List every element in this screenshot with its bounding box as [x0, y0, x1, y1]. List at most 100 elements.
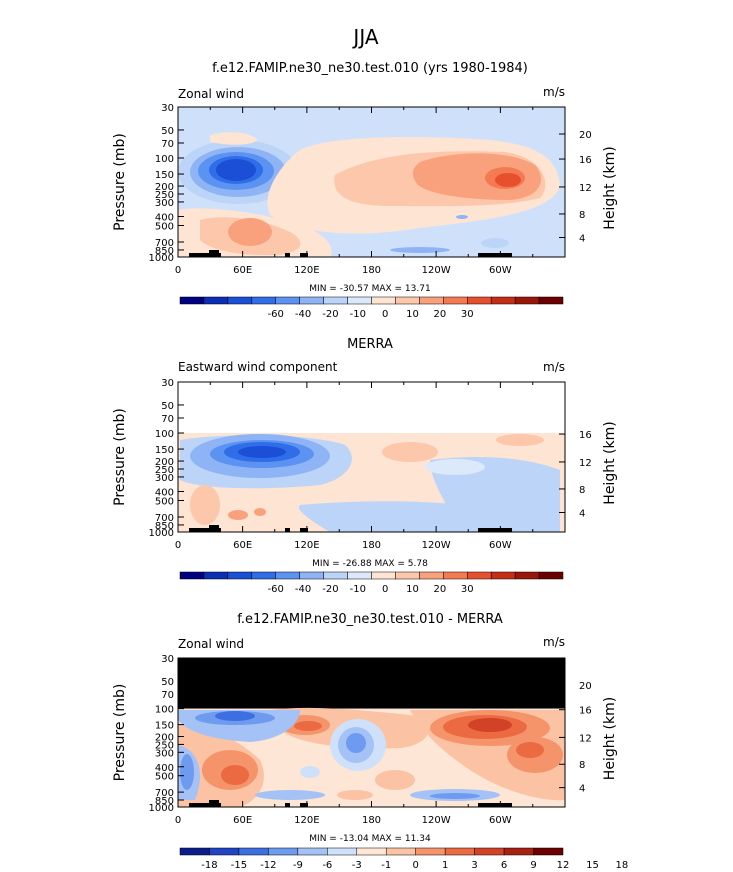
contour-level — [425, 459, 485, 475]
y-axis-title: Pressure (mb) — [112, 408, 128, 506]
masked-region — [178, 658, 565, 709]
colorbar-swatch — [490, 296, 516, 305]
colorbar-label: -60 — [268, 309, 284, 320]
colorbar-label: -40 — [295, 309, 311, 320]
x-tick-label: 120W — [422, 815, 451, 826]
colorbar-swatch — [385, 847, 416, 856]
colorbar-label: 10 — [406, 584, 419, 595]
colorbar-swatch — [419, 296, 444, 305]
colorbar-swatch — [474, 847, 505, 856]
y2-tick-label: 8 — [579, 485, 585, 496]
colorbar: -60 -40 -20 -10 0 10 20 30 — [179, 296, 564, 320]
colorbar-label: -20 — [322, 584, 338, 595]
contour-level — [180, 754, 194, 790]
panel-merra: MERRA Eastward wind component m/s 0 60E 12… — [112, 337, 618, 595]
colorbar-label: 30 — [461, 309, 474, 320]
contour-level — [390, 247, 450, 253]
colorbar-label: 1 — [442, 860, 448, 871]
panel-title: MERRA — [347, 337, 393, 352]
y-tick-label: 500 — [155, 497, 174, 508]
y-tick-label: 100 — [155, 154, 174, 165]
y-tick-label: 300 — [155, 473, 174, 484]
colorbar-label: 0 — [382, 309, 388, 320]
colorbar-swatch — [238, 847, 269, 856]
colorbar-swatch — [356, 847, 387, 856]
y-tick-label: 400 — [155, 488, 174, 499]
colorbar-swatch — [209, 847, 240, 856]
y-axis-title: Pressure (mb) — [112, 133, 128, 231]
y-tick-label: 30 — [161, 378, 174, 389]
colorbar-swatch — [299, 571, 324, 580]
colorbar-label: -6 — [322, 860, 332, 871]
colorbar-swatch — [467, 571, 492, 580]
colorbar-swatch — [443, 571, 468, 580]
topography-mark — [285, 528, 290, 532]
y2-axis-title: Height (km) — [602, 421, 618, 504]
colorbar-label: 30 — [461, 584, 474, 595]
x-tick-label: 0 — [175, 265, 181, 276]
x-tick-label: 60W — [489, 815, 512, 826]
colorbar-swatch — [227, 296, 253, 305]
y-tick-label: 30 — [161, 103, 174, 114]
contour-level — [430, 793, 480, 799]
topography-mark — [189, 803, 210, 807]
x-tick-label: 120W — [422, 540, 451, 551]
y-tick-label: 400 — [155, 763, 174, 774]
panel-difference: f.e12.FAMIP.ne30_ne30.test.010 - MERRA Z… — [112, 612, 628, 871]
contour-level — [456, 215, 468, 219]
colorbar-swatch — [179, 571, 205, 580]
contour-level — [228, 218, 272, 246]
colorbar-swatch — [371, 571, 396, 580]
y2-tick-label: 16 — [579, 155, 592, 166]
x-tick-label: 120E — [294, 815, 319, 826]
contour-level — [516, 742, 544, 758]
contour-level — [382, 442, 438, 462]
colorbar-swatch — [227, 571, 253, 580]
panel-left-label: Zonal wind — [178, 637, 244, 651]
colorbar-swatch — [275, 571, 300, 580]
y-tick-label: 850 — [155, 796, 174, 807]
y-tick-label: 300 — [155, 748, 174, 759]
y2-tick-label: 8 — [579, 210, 585, 221]
colorbar-swatch — [371, 296, 396, 305]
y2-tick-label: 16 — [579, 706, 592, 717]
contour-level — [468, 718, 512, 732]
y-axis-title: Pressure (mb) — [112, 684, 128, 782]
x-tick-label: 60E — [233, 540, 252, 551]
y-tick-label: 100 — [155, 705, 174, 716]
colorbar-swatch — [538, 571, 564, 580]
colorbar-swatch — [323, 296, 348, 305]
contour-level — [337, 790, 373, 800]
colorbar-label: 9 — [530, 860, 536, 871]
panel-units: m/s — [543, 85, 565, 99]
contour-level — [210, 132, 258, 145]
y-tick-label: 200 — [155, 457, 174, 468]
x-tick-label: 60E — [233, 265, 252, 276]
panel-title: f.e12.FAMIP.ne30_ne30.test.010 (yrs 1980… — [212, 61, 528, 76]
panel-model: f.e12.FAMIP.ne30_ne30.test.010 (yrs 1980… — [112, 61, 618, 320]
colorbar-label: -60 — [268, 584, 284, 595]
colorbar-label: -15 — [231, 860, 247, 871]
colorbar-label: 10 — [406, 309, 419, 320]
y2-tick-label: 12 — [579, 183, 592, 194]
colorbar-swatch — [297, 847, 328, 856]
y2-tick-label: 4 — [579, 784, 585, 795]
contour-level — [190, 485, 220, 525]
panel-units: m/s — [543, 635, 565, 649]
contour-level — [294, 721, 322, 731]
contour-level — [255, 790, 325, 800]
colorbar-label: -1 — [381, 860, 391, 871]
y2-axis-title: Height (km) — [602, 697, 618, 780]
topography-mark — [478, 528, 512, 532]
y-tick-label: 150 — [155, 721, 174, 732]
colorbar-swatch — [533, 847, 564, 856]
contour-level — [216, 159, 256, 181]
y-tick-label: 150 — [155, 170, 174, 181]
contour-level — [254, 508, 266, 516]
colorbar-swatch — [327, 847, 358, 856]
colorbar-swatch — [203, 296, 229, 305]
topography-mark — [209, 800, 219, 807]
